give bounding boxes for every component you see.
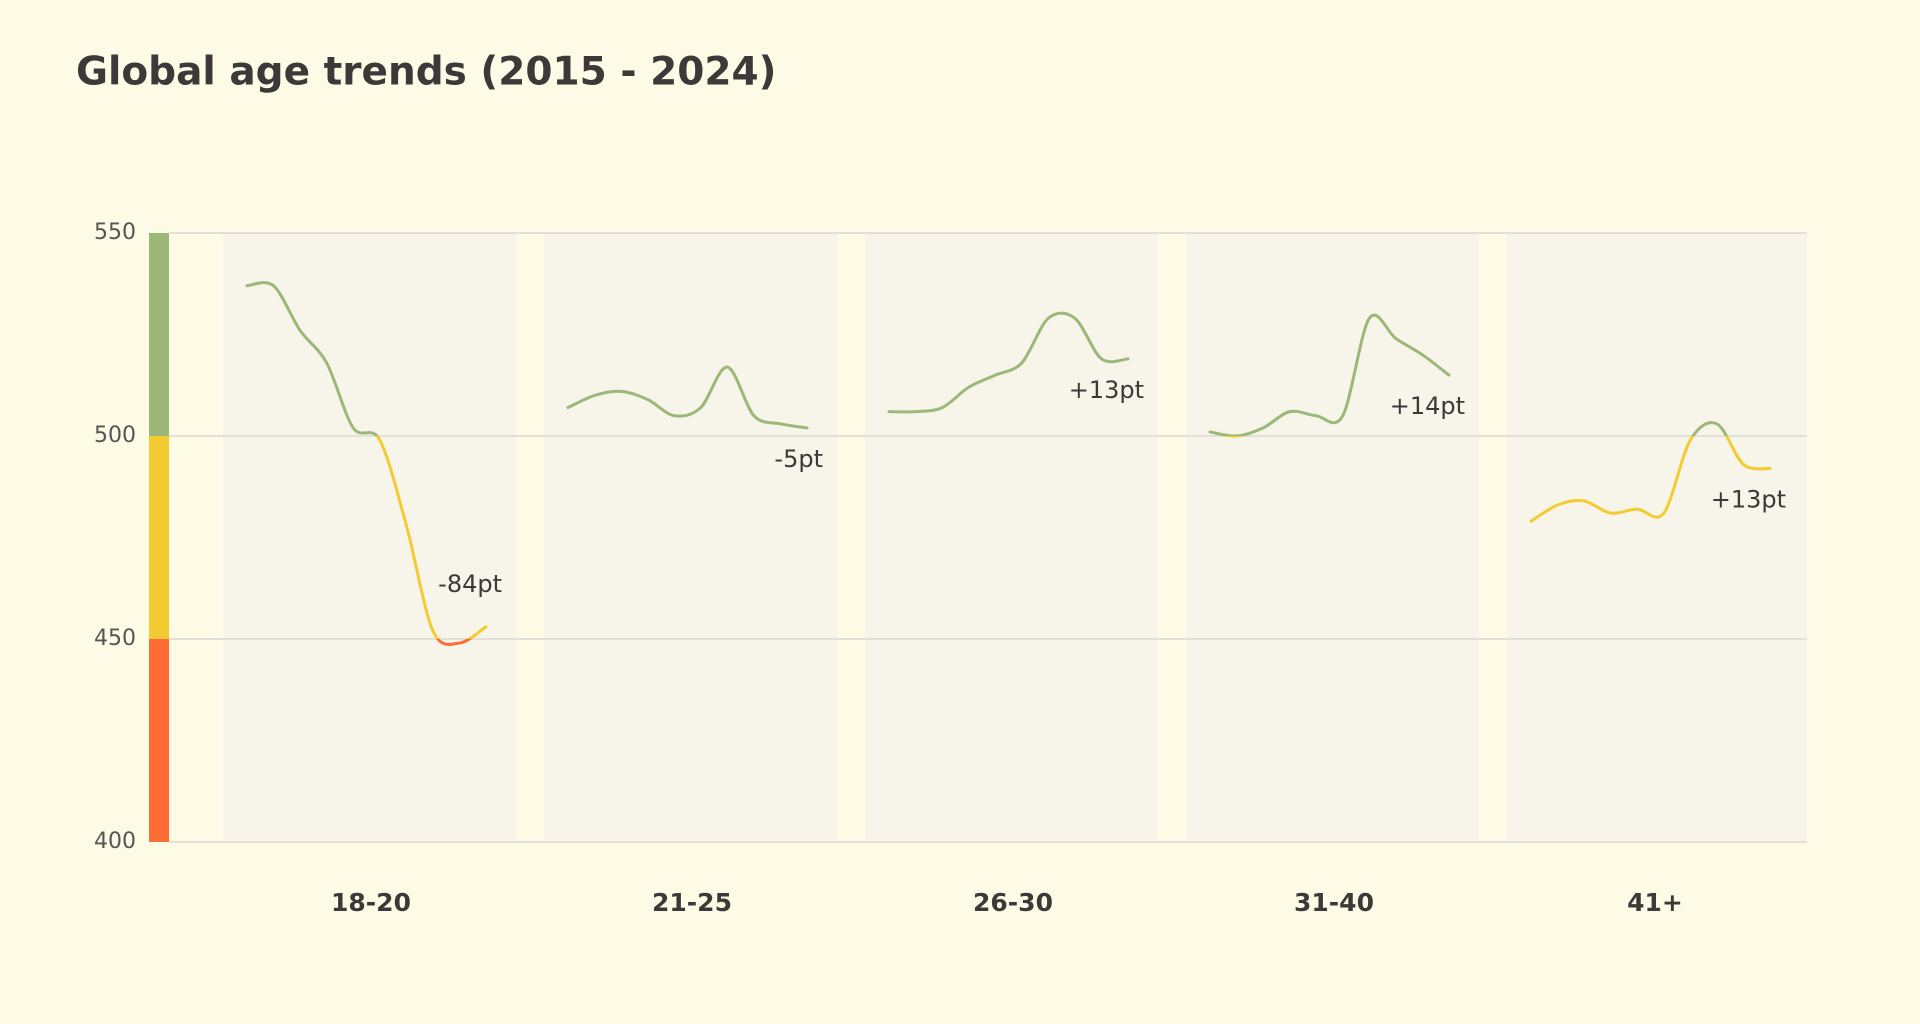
x-category-label: 26-30 bbox=[973, 888, 1053, 917]
change-annotation: +13pt bbox=[1069, 376, 1144, 404]
series-line bbox=[1208, 313, 1451, 438]
panel-background bbox=[865, 233, 1158, 842]
change-annotation: +13pt bbox=[1711, 485, 1786, 513]
y-tick-label: 550 bbox=[94, 220, 136, 245]
panel-background bbox=[1186, 233, 1479, 842]
change-annotation: +14pt bbox=[1390, 392, 1465, 420]
change-annotation: -84pt bbox=[438, 570, 502, 598]
panel-background bbox=[1507, 233, 1807, 842]
x-category-label: 18-20 bbox=[331, 888, 411, 917]
change-annotation: -5pt bbox=[774, 445, 823, 473]
x-category-label: 31-40 bbox=[1294, 888, 1374, 917]
y-tick-label: 400 bbox=[94, 829, 136, 854]
band bbox=[149, 233, 169, 436]
series-line bbox=[245, 281, 488, 646]
panel-background bbox=[223, 233, 516, 842]
chart-title: Global age trends (2015 - 2024) bbox=[76, 50, 777, 95]
series-line bbox=[566, 365, 809, 430]
band bbox=[149, 436, 169, 639]
y-tick-label: 500 bbox=[94, 423, 136, 448]
series-line bbox=[1529, 421, 1772, 523]
y-tick-label: 450 bbox=[94, 626, 136, 651]
x-category-label: 41+ bbox=[1627, 888, 1683, 917]
x-category-label: 21-25 bbox=[652, 888, 732, 917]
series-line bbox=[887, 311, 1130, 414]
band bbox=[149, 639, 169, 842]
panel-background bbox=[544, 233, 837, 842]
